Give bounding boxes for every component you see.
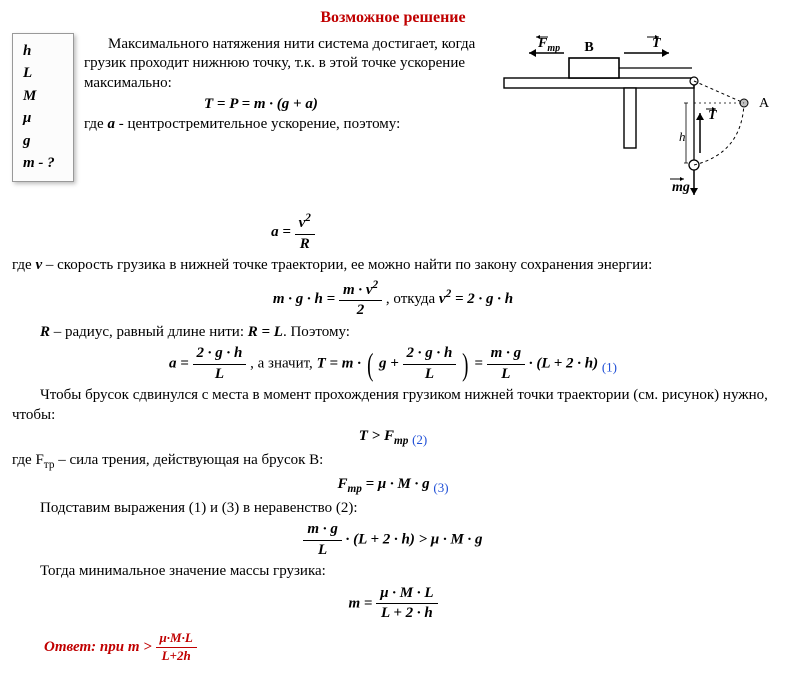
eq-energy: m · g · h = m · v2 2 , откуда v2 = 2 · g… xyxy=(12,278,774,321)
eqs-Teq: = xyxy=(474,356,486,372)
given-mu: μ xyxy=(23,107,63,130)
eqm-lhs: m = xyxy=(348,595,376,611)
eqs-Tden: L xyxy=(487,365,525,385)
intro-p2: где a - центростремительное ускорение, п… xyxy=(84,115,484,135)
eqs-alhs: a = xyxy=(169,356,193,372)
eqineq-num: m · g xyxy=(303,520,341,541)
label-h: h xyxy=(679,129,686,144)
eq-energy-rhs: v xyxy=(439,291,446,307)
label-B: B xyxy=(584,40,593,55)
pFtr-b: – сила трения, действующая на брусок В: xyxy=(54,452,323,468)
eq-energy-lhs: m · g · h = xyxy=(273,291,339,307)
eq-a-centripetal: a = v2 R xyxy=(0,211,774,254)
given-g: g xyxy=(23,130,63,153)
eq-friction: Fmp = μ · M · g (3) xyxy=(12,475,774,497)
p-subst: Подставим выражения (1) и (3) в неравенс… xyxy=(12,499,774,519)
eq-T: T = P = m · (g + a) xyxy=(204,95,484,115)
label-T-top: T xyxy=(652,36,662,51)
p-min: Тогда минимальное значение массы грузика… xyxy=(12,562,774,582)
p-velocity: где v – скорость грузика в нижней точке … xyxy=(12,256,774,276)
eqs-ref1: (1) xyxy=(602,360,617,375)
intro-p2c: - центростремительное ускорение, поэтому… xyxy=(115,116,400,132)
p-friction: где Fтр – сила трения, действующая на бр… xyxy=(12,451,774,473)
eqs-Tinden: L xyxy=(403,365,457,385)
eq-energy-num: m · v xyxy=(343,282,373,298)
eqs-aden: L xyxy=(193,365,247,385)
pR-c: R = L xyxy=(248,324,283,340)
eqTF-sub: mp xyxy=(394,435,408,447)
eqm-num: μ · M · L xyxy=(376,584,437,605)
eq-T-gt-F: T > Fmp (2) xyxy=(12,427,774,449)
eqs-anum: 2 · g · h xyxy=(193,344,247,365)
p-brusok: Чтобы брусок сдвинулся с места в момент … xyxy=(12,386,774,425)
answer-line: Ответ: при m > μ·M·L L+2h xyxy=(44,630,774,665)
pFtr-a: где F xyxy=(12,452,44,468)
intro-text: Максимального натяжения нити система дос… xyxy=(84,33,484,137)
intro-p2b: a xyxy=(107,116,115,132)
label-A: A xyxy=(759,96,770,111)
p-v-text: – скорость грузика в нижней точке траект… xyxy=(42,257,652,273)
label-mg: mg xyxy=(672,180,690,195)
eqTF-txt: T > F xyxy=(359,428,394,444)
eqs-Ttail: · (L + 2 · h) xyxy=(529,356,598,372)
pR-d: . Поэтому: xyxy=(283,324,350,340)
eqs-mid: , а значит, xyxy=(250,356,316,372)
given-h: h xyxy=(23,40,63,63)
eq-energy-rhs2: = 2 · g · h xyxy=(451,291,513,307)
eqineq-mid: · (L + 2 · h) > μ · M · g xyxy=(346,532,483,548)
eqs-Tinnera: g + xyxy=(379,356,403,372)
eqTF-ref: (2) xyxy=(412,432,427,447)
top-row: h L M μ g m - ? Максимального натяжения … xyxy=(12,33,774,210)
physics-diagram: B A T F xyxy=(494,33,774,210)
given-L: L xyxy=(23,62,63,85)
eqineq-den: L xyxy=(303,541,341,561)
eq-substitution: a = 2 · g · h L , а значит, T = m · ( g … xyxy=(12,344,774,384)
solution-title: Возможное решение xyxy=(12,8,774,29)
eqFtr-l: F xyxy=(337,476,347,492)
pR-a: R xyxy=(40,324,50,340)
p-radius: R – радиус, равный длине нити: R = L. По… xyxy=(12,323,774,343)
eqs-Tnum: m · g xyxy=(487,344,525,365)
eq-a-lhs: a = xyxy=(271,224,295,240)
intro-p2a: где xyxy=(84,116,107,132)
answer-den: L+2h xyxy=(156,648,197,665)
intro-p1: Максимального натяжения нити система дос… xyxy=(84,35,484,94)
eqs-Tinnum: 2 · g · h xyxy=(403,344,457,365)
answer-num: μ·M·L xyxy=(156,630,197,648)
eq-inequality: m · g L · (L + 2 · h) > μ · M · g xyxy=(12,520,774,560)
answer-label: Ответ: при m > xyxy=(44,639,156,655)
eq-energy-den: 2 xyxy=(339,301,382,321)
eqFtr-sub: mp xyxy=(347,483,361,495)
eq-m-result: m = μ · M · L L + 2 · h xyxy=(12,584,774,624)
pR-b: – радиус, равный длине нити: xyxy=(50,324,248,340)
given-find: m - ? xyxy=(23,152,63,175)
pFtr-sub: тр xyxy=(44,459,55,471)
eqFtr-r: = μ · M · g xyxy=(362,476,430,492)
eqFtr-ref: (3) xyxy=(433,480,448,495)
eqs-Tlhs: T = m · xyxy=(317,356,365,372)
eqm-den: L + 2 · h xyxy=(376,604,437,624)
given-box: h L M μ g m - ? xyxy=(12,33,74,182)
given-M: M xyxy=(23,85,63,108)
eq-energy-mid: , откуда xyxy=(386,291,439,307)
label-F: Fmp xyxy=(537,36,560,54)
eq-a-den: R xyxy=(295,235,315,255)
